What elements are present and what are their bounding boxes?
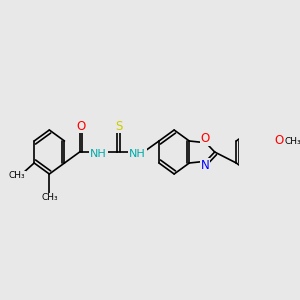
Text: CH₃: CH₃ [41,193,58,202]
Text: CH₃: CH₃ [285,136,300,146]
Text: NH: NH [90,149,107,159]
Text: NH: NH [129,149,146,159]
Text: CH₃: CH₃ [9,172,26,181]
Text: O: O [76,119,86,133]
Text: O: O [275,134,284,148]
Text: N: N [201,159,209,172]
Text: S: S [115,119,122,133]
Text: O: O [200,132,210,145]
